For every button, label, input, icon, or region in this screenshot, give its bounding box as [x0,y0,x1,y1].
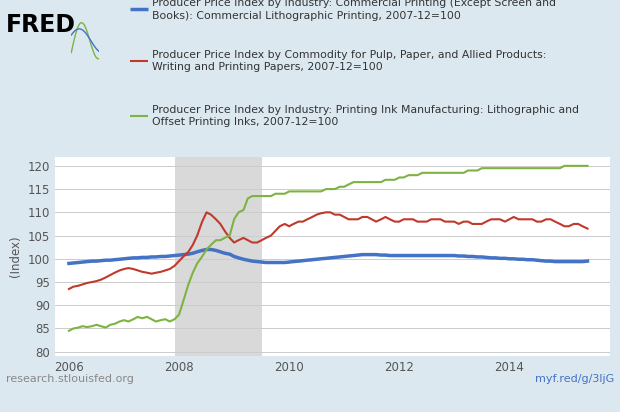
Text: FRED: FRED [6,12,76,37]
Text: research.stlouisfed.org: research.stlouisfed.org [6,374,134,384]
Text: Producer Price Index by Commodity for Pulp, Paper, and Allied Products:
Writing : Producer Price Index by Commodity for Pu… [152,50,546,72]
Text: Producer Price Index by Industry: Commercial Printing (Except Screen and
Books):: Producer Price Index by Industry: Commer… [152,0,556,21]
Y-axis label: (Index): (Index) [9,236,22,277]
Text: myf.red/g/3ljG: myf.red/g/3ljG [534,374,614,384]
Text: Producer Price Index by Industry: Printing Ink Manufacturing: Lithographic and
O: Producer Price Index by Industry: Printi… [152,105,579,127]
Bar [175,157,262,356]
